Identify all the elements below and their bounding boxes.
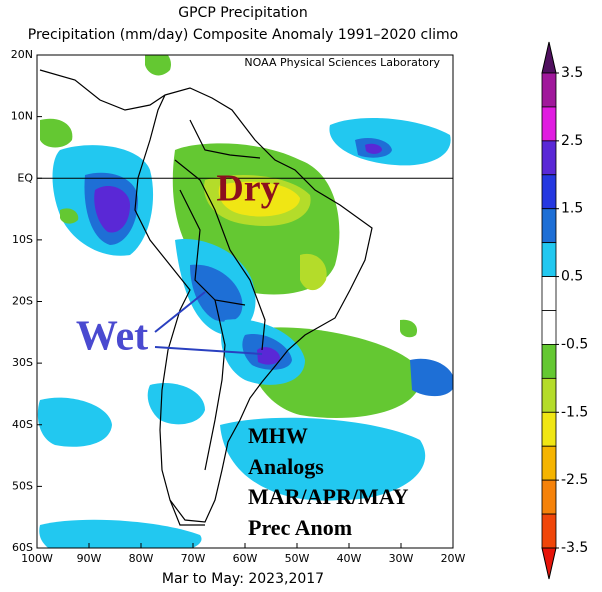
colorbar: 3.5 2.5 1.5 0.5 -0.5 -1.5 -2.5 -3.5 — [541, 41, 588, 580]
colorbar-segment — [541, 377, 557, 413]
colorbar-label: -0.5 — [561, 336, 588, 352]
lat-label: 20S — [12, 295, 33, 308]
annotation-wet: Wet — [76, 314, 148, 360]
colorbar-label: 2.5 — [561, 133, 583, 149]
colorbar-segment — [541, 174, 557, 210]
credit: NOAA Physical Sciences Laboratory — [244, 56, 440, 69]
colorbar-cap — [541, 41, 557, 74]
colorbar-label: -1.5 — [561, 404, 588, 420]
anomaly-field — [37, 55, 453, 548]
colorbar-segment — [541, 242, 557, 277]
colorbar-label: -2.5 — [561, 472, 588, 488]
lon-label: 80W — [129, 552, 154, 565]
lat-label: 20N — [11, 48, 33, 61]
colorbar-segment — [541, 344, 557, 379]
colorbar-segment — [541, 479, 557, 515]
wet-pointer — [154, 291, 206, 333]
annotation-dry: Dry — [216, 168, 279, 210]
colorbar-cap — [541, 547, 557, 580]
colorbar-segment — [541, 208, 557, 244]
lon-label: 90W — [77, 552, 102, 565]
colorbar-segment — [541, 310, 557, 345]
annotation-box: MHW — [248, 423, 308, 448]
lon-label: 50W — [285, 552, 310, 565]
lat-label: 40S — [12, 418, 33, 431]
lon-label: 100W — [21, 552, 53, 565]
lon-label: 60W — [233, 552, 258, 565]
annotation-box: Prec Anom — [248, 515, 352, 540]
lat-label: EQ — [17, 171, 33, 184]
lat-label: 60S — [12, 541, 33, 554]
coastlines — [39, 69, 373, 526]
lat-label: 30S — [12, 356, 33, 369]
colorbar-segment — [541, 411, 557, 447]
lat-label: 10N — [11, 110, 33, 123]
colorbar-label: 3.5 — [561, 65, 583, 81]
lon-label: 40W — [337, 552, 362, 565]
colorbar-label: 1.5 — [561, 201, 583, 217]
title: GPCP Precipitation — [178, 5, 307, 21]
lon-label: 30W — [389, 552, 414, 565]
lon-label: 20W — [441, 552, 466, 565]
lat-label: 50S — [12, 479, 33, 492]
lat-label: 10S — [12, 233, 33, 246]
annotation-box: Analogs — [248, 454, 324, 479]
colorbar-label: 0.5 — [561, 269, 583, 285]
colorbar-segment — [541, 72, 557, 108]
wet-pointer — [154, 346, 263, 355]
colorbar-segment — [541, 140, 557, 176]
colorbar-segment — [541, 276, 557, 311]
colorbar-segment — [541, 445, 557, 481]
annotation-box: MAR/APR/MAY — [248, 484, 409, 509]
lon-label: 70W — [181, 552, 206, 565]
subtitle: Precipitation (mm/day) Composite Anomaly… — [28, 27, 459, 43]
footer: Mar to May: 2023,2017 — [162, 571, 324, 587]
colorbar-segment — [541, 513, 557, 549]
colorbar-label: -3.5 — [561, 540, 588, 556]
colorbar-segment — [541, 106, 557, 142]
